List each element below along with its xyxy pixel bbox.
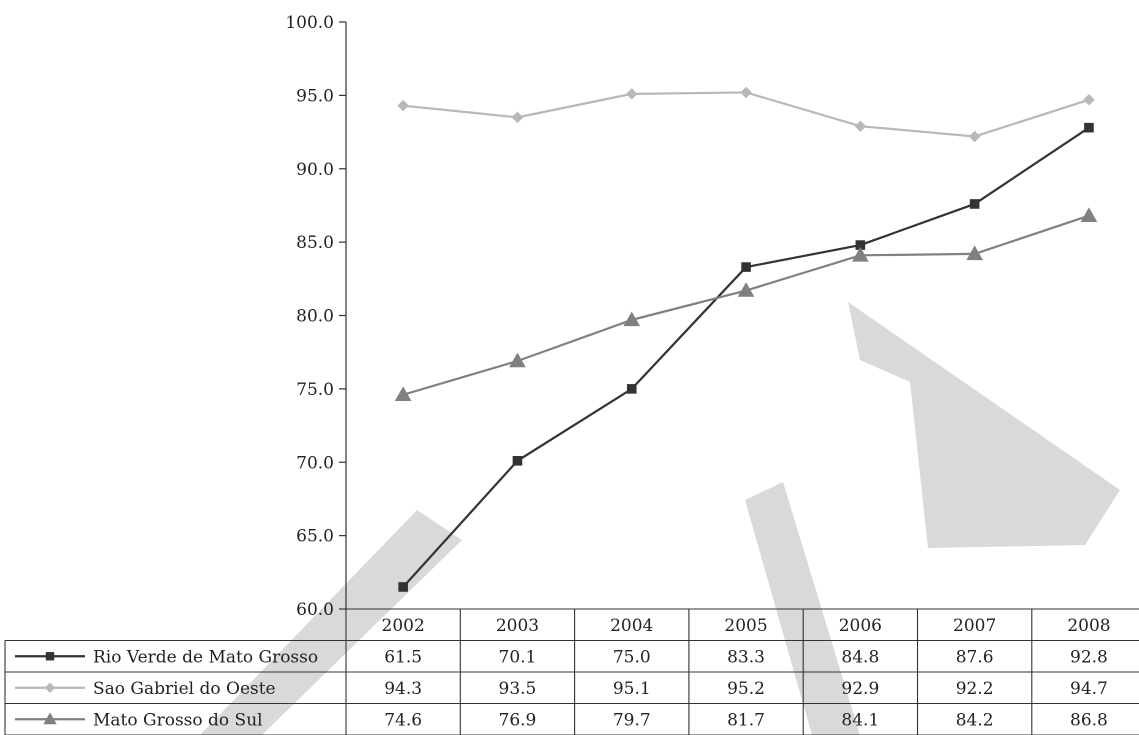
series-diamond (397, 86, 1095, 143)
series-triangle (394, 207, 1098, 401)
square-marker (512, 455, 523, 466)
triangle-marker (394, 386, 412, 401)
data-value-label: 92.9 (841, 679, 879, 699)
data-value-label: 61.5 (384, 647, 422, 667)
triangle-marker (966, 245, 983, 261)
diamond-marker (511, 111, 524, 124)
y-tick-label: 65.0 (296, 527, 334, 547)
data-table: 2002 2003 2004 2005 2006 2007 2008 Rio Verde de… (4, 608, 1139, 735)
y-tick-label: 70.0 (296, 453, 334, 473)
legend-entry: Mato Grosso do Sul (15, 710, 263, 730)
square-marker (626, 384, 637, 394)
data-value-label: 70.1 (499, 647, 537, 667)
legend-label: Rio Verde de Mato Grosso (93, 647, 318, 667)
x-category-label: 2005 (724, 616, 767, 636)
triangle-marker (737, 282, 755, 297)
triangle-marker (43, 712, 57, 725)
data-value-label: 75.0 (613, 647, 651, 667)
x-category-label: 2004 (610, 616, 653, 636)
legend-entry: Rio Verde de Mato Grosso (15, 647, 318, 667)
watermark (200, 302, 1120, 735)
diamond-marker (626, 88, 638, 100)
legend-entry: Sao Gabriel do Oeste (15, 679, 276, 699)
x-category-label: 2003 (496, 616, 539, 636)
series-layer (394, 86, 1098, 592)
data-value-label: 95.2 (727, 679, 765, 699)
triangle-marker (1080, 207, 1098, 222)
square-marker (1084, 122, 1094, 133)
square-marker (855, 240, 866, 250)
y-tick-label: 100.0 (285, 13, 334, 33)
y-tick-label: 75.0 (296, 380, 334, 400)
x-category-label: 2006 (839, 616, 882, 636)
data-value-label: 92.8 (1070, 647, 1108, 667)
data-value-label: 87.6 (956, 647, 994, 667)
diamond-marker (44, 682, 56, 693)
diamond-marker (854, 120, 867, 132)
y-axis: 60.0 65.0 70.0 75.0 80.0 85.0 90.0 95.0 100.0 (285, 13, 347, 620)
x-category-label: 2002 (382, 616, 425, 636)
series-line (403, 91, 1090, 138)
legend-label: Mato Grosso do Sul (93, 710, 263, 730)
y-tick-label: 80.0 (296, 307, 334, 327)
data-value-label: 94.7 (1070, 679, 1108, 699)
data-value-label: 95.1 (613, 679, 651, 699)
y-tick-label: 85.0 (296, 233, 334, 253)
y-tick-label: 60.0 (296, 600, 334, 620)
data-value-label: 84.2 (956, 710, 994, 730)
triangle-marker (509, 352, 526, 368)
data-value-label: 92.2 (956, 679, 994, 699)
x-category-label: 2007 (953, 616, 996, 636)
series-square (398, 122, 1094, 592)
data-value-label: 93.5 (499, 679, 537, 699)
series-line (402, 214, 1090, 396)
data-value-label: 81.7 (727, 710, 765, 730)
data-value-label: 79.7 (613, 710, 651, 730)
data-value-label: 76.9 (499, 710, 537, 730)
square-marker (45, 652, 55, 661)
y-tick-label: 95.0 (296, 86, 334, 106)
diamond-marker (740, 86, 752, 99)
square-marker (969, 199, 980, 209)
x-category-label: 2008 (1067, 616, 1110, 636)
data-value-label: 74.6 (384, 710, 422, 730)
diamond-marker (968, 130, 981, 143)
data-value-label: 94.3 (384, 679, 422, 699)
square-marker (398, 582, 408, 592)
data-value-label: 86.8 (1070, 710, 1108, 730)
legend-label: Sao Gabriel do Oeste (93, 679, 276, 699)
data-value-label: 84.8 (841, 647, 879, 667)
data-value-label: 84.1 (841, 710, 879, 730)
triangle-marker (623, 311, 641, 327)
data-value-label: 83.3 (727, 647, 765, 667)
square-marker (741, 262, 751, 272)
diamond-marker (397, 99, 409, 112)
diamond-marker (1083, 94, 1095, 106)
triangle-marker (852, 247, 869, 262)
y-tick-label: 90.0 (296, 160, 334, 180)
